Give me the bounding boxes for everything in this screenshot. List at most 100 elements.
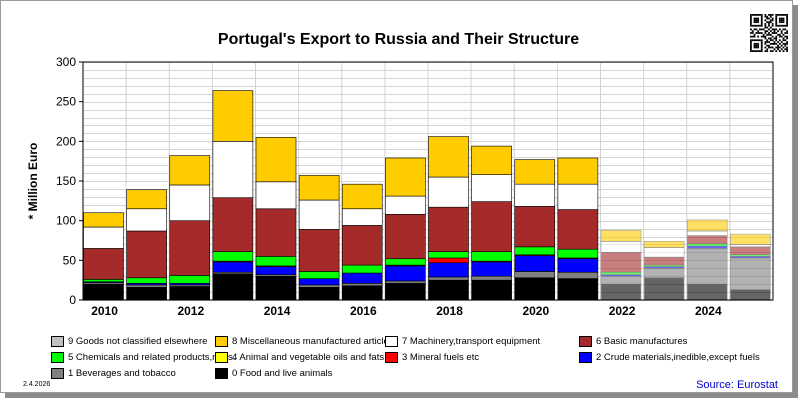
- x-tick-label: 2022: [609, 304, 636, 318]
- bar-segment: [385, 265, 426, 282]
- bar-segment: [686, 230, 728, 237]
- bar-segment: [126, 189, 167, 210]
- bar-segment: [385, 283, 426, 301]
- x-tick-label: 2020: [522, 304, 549, 318]
- bar-segment: [255, 266, 297, 275]
- bar-segment: [169, 275, 211, 284]
- date-label: 2.4.2026: [23, 381, 51, 388]
- bar-segment: [169, 286, 211, 301]
- bar-segment: [514, 206, 556, 248]
- bar-segment: [686, 243, 728, 247]
- bar-segment: [428, 262, 469, 278]
- bar-segment: [643, 277, 685, 301]
- bar-segment: [471, 145, 512, 175]
- bar-segment: [730, 289, 771, 301]
- bar-segment: [514, 183, 556, 207]
- bar-segment: [255, 275, 297, 301]
- bar-segment: [428, 206, 469, 252]
- bar-segment: [341, 264, 383, 274]
- bar-segment: [557, 157, 599, 185]
- y-tick-label: 250: [56, 95, 76, 109]
- bar-segment: [385, 258, 426, 266]
- bar-segment: [686, 235, 728, 244]
- bar-segment: [600, 283, 642, 301]
- bar-segment: [385, 195, 426, 215]
- bar-segment: [126, 277, 167, 284]
- bar-segment: [730, 233, 771, 245]
- bar-segment: [557, 183, 599, 210]
- bar-segment: [643, 256, 685, 266]
- bar-segment: [514, 271, 556, 279]
- bar-segment: [514, 246, 556, 256]
- bar-segment: [126, 287, 167, 301]
- bar-segment: [169, 220, 211, 276]
- bar-segment: [298, 284, 340, 288]
- bar-segment: [212, 141, 254, 198]
- bar-segment: [686, 248, 728, 285]
- bar-segment: [471, 261, 512, 277]
- bar-segment: [212, 90, 254, 142]
- plot-border: [82, 61, 774, 301]
- bar-segment: [212, 251, 254, 262]
- y-tick-label: 200: [56, 134, 76, 148]
- y-tick-label: 150: [56, 174, 76, 188]
- bar-segment: [212, 197, 254, 252]
- bar-segment: [686, 219, 728, 232]
- bar-segment: [83, 226, 124, 249]
- bar-segment: [471, 275, 512, 281]
- bar-segment: [298, 175, 340, 201]
- bar-segment: [730, 244, 771, 248]
- bar-segment: [643, 267, 685, 279]
- bar-segment: [83, 212, 124, 228]
- bar-segment: [557, 209, 599, 250]
- bar-segment: [428, 276, 469, 281]
- bar-segment: [83, 279, 124, 283]
- chart-frame: Portugal's Export to Russia and Their St…: [0, 0, 793, 393]
- bar-segment: [126, 284, 167, 288]
- bar-segment: [557, 248, 599, 259]
- qr-code-icon: [750, 14, 788, 52]
- bar-segment: [212, 261, 254, 273]
- bar-segment: [169, 155, 211, 186]
- bar-segment: [298, 229, 340, 272]
- bar-segment: [514, 255, 556, 272]
- bar-segment: [471, 251, 512, 262]
- bar-segment: [471, 174, 512, 202]
- bar-segment: [255, 181, 297, 210]
- bar-segment: [557, 278, 599, 301]
- x-tick-label: 2012: [177, 304, 204, 318]
- bar-segment: [341, 285, 383, 301]
- chart-title: Portugal's Export to Russia and Their St…: [217, 31, 580, 48]
- x-tick-label: 2010: [91, 304, 118, 318]
- bar-segment: [600, 271, 642, 275]
- bar-segment: [341, 183, 383, 210]
- bar-segment: [730, 257, 771, 290]
- x-tick-label: 2024: [695, 304, 722, 318]
- bar-segment: [298, 199, 340, 230]
- bar-segment: [385, 157, 426, 197]
- bar-segment: [428, 136, 469, 178]
- x-tick-label: 2016: [350, 304, 377, 318]
- bar-segment: [557, 271, 599, 279]
- y-tick-label: 50: [63, 253, 77, 267]
- bar-segment: [600, 240, 642, 253]
- bar-segment: [514, 277, 556, 301]
- bar-segment: [169, 184, 211, 221]
- bar-segment: [83, 283, 124, 301]
- bar-segment: [600, 275, 642, 285]
- bar-segment: [428, 257, 469, 264]
- bar-segment: [385, 280, 426, 284]
- source-label: Source: Eurostat: [696, 379, 778, 391]
- bar-segment: [471, 279, 512, 301]
- bar-segment: [643, 247, 685, 258]
- bar-segment: [600, 252, 642, 273]
- bar-segment: [298, 271, 340, 279]
- bar-segment: [126, 230, 167, 279]
- chart-svg: 0 50 100 150 200 250 300 2010 2012 2014 2016 2018 20…: [26, 55, 774, 318]
- bar-segment: [341, 283, 383, 287]
- y-tick-label: 300: [56, 55, 76, 69]
- bar-segment: [600, 229, 642, 242]
- bar-segment: [471, 201, 512, 252]
- bar-segment: [126, 208, 167, 232]
- bar-segment: [298, 278, 340, 286]
